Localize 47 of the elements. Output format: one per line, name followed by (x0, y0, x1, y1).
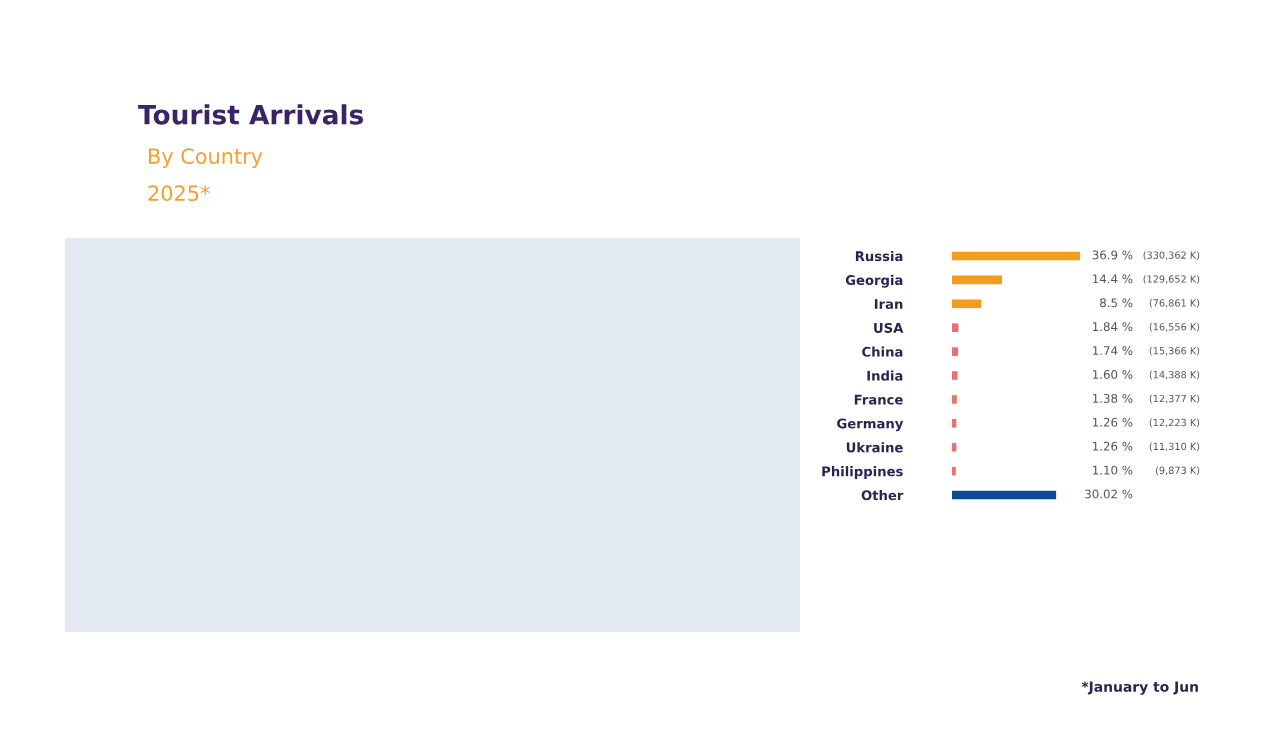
bar (952, 490, 1057, 500)
text: (12,377 K) (1149, 394, 1200, 404)
y-tick-label: Russia (855, 250, 903, 262)
text: (11,310 K) (1149, 442, 1200, 452)
y-tick-label: USA (874, 322, 904, 333)
y-tick-label: India (867, 370, 903, 381)
bar (952, 419, 957, 428)
data-label: 8.5 % (1100, 298, 1133, 308)
data-label: 1.74 % (1093, 346, 1133, 356)
text: (330,362 K) (1143, 251, 1200, 260)
text: (129,652 K) (1143, 275, 1200, 284)
text: (15,366 K) (1149, 346, 1200, 356)
data-label: 30.02 % (1085, 489, 1133, 499)
bar (952, 251, 1080, 261)
text: *January to Jun (1081, 681, 1198, 695)
y-tick-label: Other (861, 490, 904, 501)
text: (16,556 K) (1149, 322, 1200, 332)
bar (952, 323, 959, 332)
text: (12,223 K) (1149, 418, 1200, 428)
text: By Country (149, 148, 263, 169)
text: (14,388 K) (1149, 370, 1200, 380)
data-label: 1.84 % (1093, 322, 1133, 332)
text: 2025* (148, 185, 210, 202)
y-tick-label: Iran (874, 299, 903, 309)
data-label: 1.38 % (1093, 393, 1133, 403)
data-label: 36.9 % (1092, 250, 1133, 260)
bar (952, 371, 958, 380)
data-label: 1.26 % (1093, 441, 1133, 451)
y-tick-label: France (854, 394, 903, 405)
data-label: 1.26 % (1093, 417, 1133, 427)
y-tick-label: Philippines (822, 466, 903, 479)
bar (952, 347, 959, 356)
bar (952, 466, 956, 476)
y-tick-label: China (862, 346, 903, 357)
text: (9,873 K) (1155, 466, 1200, 476)
y-tick-label: Georgia (845, 274, 903, 288)
data-label: 1.10 % (1093, 465, 1133, 475)
text: (76,861 K) (1149, 299, 1200, 308)
bar (952, 299, 982, 309)
data-label: 14.4 % (1093, 274, 1133, 284)
bar (952, 442, 957, 452)
data-label: 1.60 % (1093, 370, 1133, 379)
y-tick-label: Ukraine (846, 442, 903, 453)
text: Tourist Arrivals (138, 104, 363, 125)
y-tick-label: Germany (837, 418, 904, 432)
bar (952, 275, 1002, 285)
bar (952, 395, 957, 404)
